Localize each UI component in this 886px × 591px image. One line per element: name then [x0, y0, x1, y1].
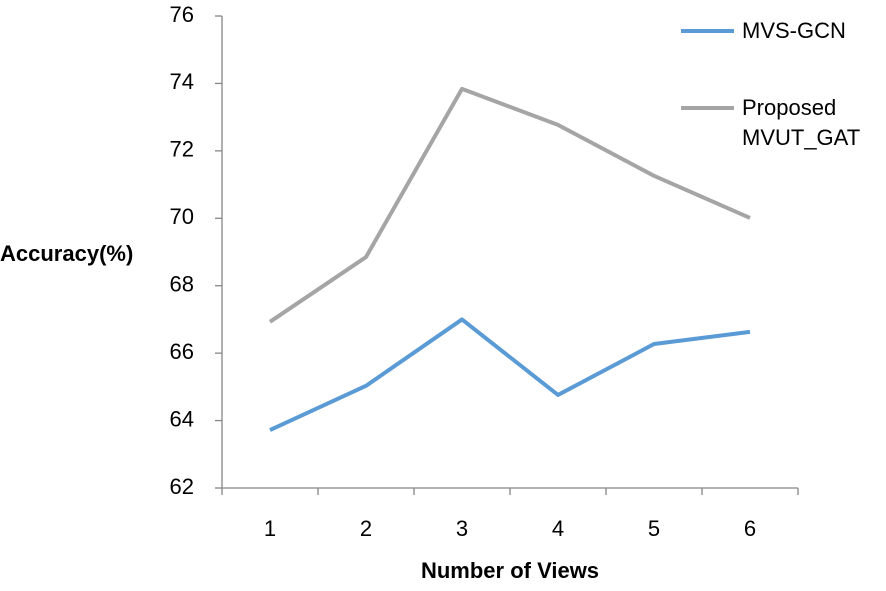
y-tick-label: 74 [170, 69, 194, 94]
y-tick-label: 70 [170, 204, 194, 229]
legend-label: Proposed MVUT_GAT [742, 95, 861, 150]
y-tick-label: 76 [170, 2, 194, 27]
y-tick-label: 66 [170, 339, 194, 364]
x-tick-label: 3 [456, 516, 468, 541]
y-tick-label: 68 [170, 272, 194, 297]
y-tick-label: 62 [170, 474, 194, 499]
x-tick-label: 6 [744, 516, 756, 541]
legend-label: MVS-GCN [742, 18, 846, 43]
x-tick-label: 5 [648, 516, 660, 541]
x-axis-label: Number of Views [421, 558, 599, 583]
series-line [269, 317, 751, 432]
y-axis-label: Accuracy(%) [0, 241, 133, 266]
x-tick-label: 1 [264, 516, 276, 541]
x-tick-label: 2 [360, 516, 372, 541]
series-line [268, 86, 751, 324]
y-tick-label: 72 [170, 137, 194, 162]
y-tick-label: 64 [170, 406, 194, 431]
x-tick-label: 4 [552, 516, 564, 541]
